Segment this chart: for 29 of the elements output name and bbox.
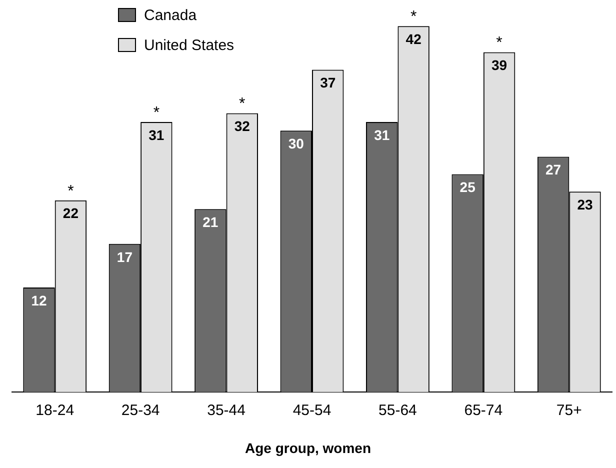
x-tick-label: 18-24 xyxy=(36,402,74,420)
x-tick-label: 65-74 xyxy=(464,402,503,420)
data-label: 30 xyxy=(288,136,304,152)
annotation: * xyxy=(68,182,74,200)
annotation: * xyxy=(239,96,246,113)
x-tick-label: 45-54 xyxy=(292,402,332,420)
data-label: 17 xyxy=(116,248,133,265)
legend-label: Canada xyxy=(144,6,197,24)
data-label: 31 xyxy=(374,126,390,143)
data-label: 21 xyxy=(202,214,218,230)
data-label: 31 xyxy=(148,126,164,143)
data-label: 42 xyxy=(406,30,422,47)
annotation: * xyxy=(153,104,160,122)
x-axis-title: Age group, women xyxy=(244,440,372,456)
x-tick-label: 55-64 xyxy=(378,402,417,420)
annotation: * xyxy=(410,8,417,26)
data-label: 22 xyxy=(62,205,79,222)
data-label: 25 xyxy=(460,179,476,196)
x-tick-label: 75+ xyxy=(556,402,582,420)
data-label: 12 xyxy=(31,292,47,308)
x-tick-label: 35-44 xyxy=(207,402,246,420)
x-tick-label: 25-34 xyxy=(121,402,160,420)
annotation: * xyxy=(496,34,502,52)
data-label: 23 xyxy=(577,196,593,213)
data-label: 39 xyxy=(491,57,508,74)
data-label: 37 xyxy=(320,74,336,91)
legend-label: United States xyxy=(144,36,234,54)
data-label: 27 xyxy=(545,162,562,178)
data-label: 32 xyxy=(234,118,250,134)
